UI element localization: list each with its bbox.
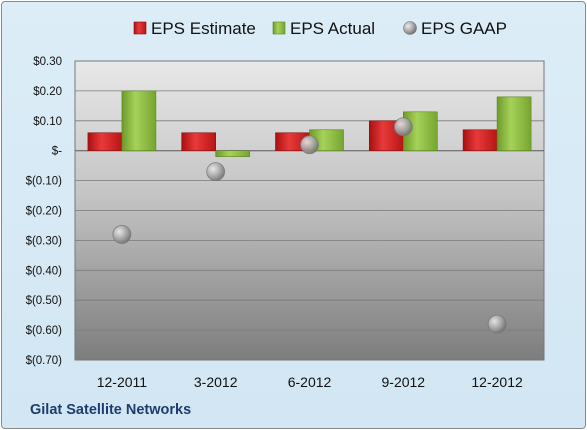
bar-eps-actual — [496, 96, 532, 151]
bar-eps-actual — [402, 111, 438, 152]
legend: EPS Estimate EPS Actual EPS GAAP — [133, 19, 507, 38]
y-tick-label: $0.10 — [33, 116, 62, 128]
gaap-point — [300, 135, 319, 155]
legend-label: EPS Estimate — [151, 19, 256, 38]
legend-label: EPS GAAP — [421, 19, 507, 38]
y-tick-label: $0.20 — [33, 86, 62, 98]
gaap-point — [112, 225, 132, 244]
x-category-label: 12-2011 — [97, 374, 148, 390]
y-tick-label: $(0.10) — [26, 176, 63, 188]
legend-marker-gaap — [403, 21, 417, 35]
bar-eps-actual — [215, 150, 250, 157]
bar-eps-estimate — [462, 129, 498, 152]
gaap-point — [487, 314, 507, 334]
gaap-point — [393, 117, 413, 137]
x-category-label: 3-2012 — [194, 374, 238, 390]
y-tick-label: $- — [52, 146, 62, 158]
y-axis-ticks: $0.30 $0.20 $0.10 $- $(0.10) $(0.20) $(0.30) $(… — [26, 56, 63, 367]
bar-eps-actual — [121, 90, 157, 152]
gaap-point — [206, 162, 226, 182]
company-name: Gilat Satellite Networks — [30, 402, 192, 418]
bar-eps-estimate — [181, 132, 216, 151]
y-tick-label: $(0.70) — [26, 355, 63, 367]
y-tick-label: $(0.30) — [26, 235, 63, 247]
legend-label: EPS Actual — [290, 19, 375, 38]
y-tick-label: $(0.20) — [26, 206, 63, 218]
x-axis-categories: 12-2011 3-2012 6-2012 9-2012 12-2012 — [97, 374, 523, 390]
legend-marker-eps-actual — [272, 21, 286, 35]
y-tick-label: $(0.50) — [26, 295, 63, 307]
y-tick-label: $(0.40) — [26, 265, 63, 277]
x-category-label: 12-2012 — [471, 374, 523, 390]
x-category-label: 6-2012 — [288, 374, 332, 390]
y-tick-label: $(0.60) — [26, 325, 63, 337]
bar-eps-estimate — [87, 132, 123, 151]
legend-marker-eps-estimate — [133, 21, 147, 35]
y-tick-label: $0.30 — [33, 56, 62, 68]
x-category-label: 9-2012 — [382, 374, 426, 390]
gaap-points — [112, 117, 507, 334]
